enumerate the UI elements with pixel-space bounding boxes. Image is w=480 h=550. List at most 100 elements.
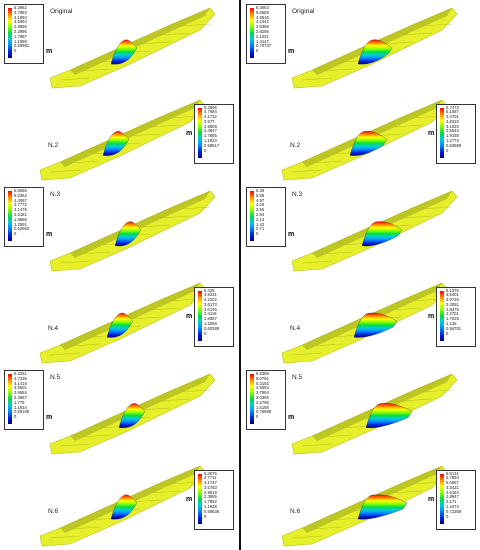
colorbar-tick: 0 xyxy=(446,330,449,336)
colorbar-tick: 5.3675 xyxy=(204,470,217,476)
terrain-texture-line xyxy=(391,490,423,493)
colorbar-tick: 3.5994 xyxy=(14,19,27,25)
colorbar-tick: 1.1923 xyxy=(204,138,217,144)
terrain-slope xyxy=(39,465,206,546)
scenario-label: N.2 xyxy=(48,141,59,149)
colorbar-tick: 1.9158 xyxy=(446,133,459,139)
colorbar-legend: 5.3962 4.7993 4.1994 3.5994 2.9995 2.3996 1.79… xyxy=(4,4,44,64)
colorbar-tick: 5.3192 xyxy=(256,380,269,386)
unit-label: m xyxy=(46,48,53,55)
colorbar-tick: 3.55 xyxy=(256,207,265,213)
landslide-deposit xyxy=(118,403,146,429)
colorbar-tick: 2.4116 xyxy=(204,311,217,317)
colorbar-tick: 5.3251 xyxy=(14,371,27,376)
colorbar-tick: 2.3855 xyxy=(204,494,217,500)
colorbar-tick: 3.1476 xyxy=(14,207,27,213)
colorbar-legend: 5.3675 4.7711 4.1747 3.5783 2.9819 2.3855 1.78… xyxy=(194,469,234,530)
colorbar-legend: 6.5131 5.7894 5.0657 4.3421 3.6184 2.8947 2.17… xyxy=(436,469,476,530)
terrain-texture-line xyxy=(79,434,111,438)
left-cell-4: N.4 5.426 4.8231 4.2202 3.6173 3.0145 2.4116 1.… xyxy=(0,275,238,366)
terrain-texture-line xyxy=(291,535,323,538)
right-cell-1: Original 6.3663 5.6589 4.9516 4.2442 3.5368 2.… xyxy=(242,0,480,91)
unit-label: m xyxy=(186,312,193,320)
colorbar-tick: 2.8376 xyxy=(446,306,459,312)
terrain-slope xyxy=(281,99,448,180)
terrain-texture-line xyxy=(59,260,91,264)
colorbar xyxy=(250,191,254,241)
colorbar-tick: 2.9584 xyxy=(14,390,27,396)
colorbar-tick: 4.1418 xyxy=(14,380,27,386)
colorbar-tick: 1.1998 xyxy=(14,38,27,44)
landslide-deposit xyxy=(102,130,130,156)
colorbar-tick: 0.59617 xyxy=(204,142,220,148)
terrain-texture-line xyxy=(159,215,191,219)
right-cell-2: N.2 6.7473 5.1087 4.4701 3.8315 3.1929 2.5543 1… xyxy=(242,92,480,183)
colorbar-tick: 5.3656 xyxy=(204,104,217,110)
landslide-deposit xyxy=(114,221,142,247)
colorbar-legend: 5.3656 4.7694 4.1732 3.577 2.9809 2.3847 1.788… xyxy=(194,103,234,164)
colorbar-tick: 0.56751 xyxy=(446,325,462,331)
colorbar-tick: 1.7885 xyxy=(204,133,217,139)
colorbar-tick: 1.4474 xyxy=(446,504,459,510)
colorbar-tick: 1.2772 xyxy=(446,138,459,144)
colorbar-tick: 0.59991 xyxy=(14,43,30,49)
colorbar-tick-labels: 5.1076 4.5401 3.9726 3.4051 2.8376 2.2701 1.70… xyxy=(446,288,462,337)
colorbar-tick: 2.3847 xyxy=(204,128,217,134)
colorbar xyxy=(440,290,444,341)
colorbar xyxy=(8,191,12,241)
colorbar-tick: 0.63859 xyxy=(446,142,462,148)
colorbar-tick-labels: 5.3251 4.7335 4.1418 3.5501 2.9584 2.3667 1.77… xyxy=(14,371,29,420)
colorbar-legend: 6.3663 5.6589 4.9516 4.2442 3.5368 2.8295 2.12… xyxy=(246,4,286,64)
colorbar-tick: 2.5181 xyxy=(14,211,27,217)
colorbar-tick: 3.5368 xyxy=(256,24,269,30)
colorbar-tick: 0 xyxy=(446,513,449,519)
colorbar-tick: 1.7025 xyxy=(446,316,459,322)
scenario-label: Original xyxy=(50,8,73,15)
right-cell-5: N.5 6.8389 6.0791 5.3192 4.5594 3.7994 3.0395 2… xyxy=(242,366,480,457)
colorbar-tick: 2.171 xyxy=(446,499,457,505)
terrain-texture-line xyxy=(59,443,91,447)
left-cell-6: N.6 5.3675 4.7711 4.1747 3.5783 2.9819 2.3855 1… xyxy=(0,458,238,549)
colorbar-tick: 2.1221 xyxy=(256,33,269,39)
terrain-ridge-shade xyxy=(60,99,200,167)
terrain-texture-line xyxy=(149,307,181,310)
colorbar-tick: 2.9819 xyxy=(204,489,217,495)
left-cell-3: N.3 5.6658 5.0362 4.4067 3.7772 3.1476 2.5181 1… xyxy=(0,183,238,274)
scenario-label: N.4 xyxy=(48,324,59,332)
scenario-label: N.3 xyxy=(50,191,61,198)
terrain-texture-line xyxy=(311,526,343,529)
colorbar-tick: 1.4147 xyxy=(256,38,269,44)
colorbar-tick: 3.7994 xyxy=(256,390,269,396)
colorbar-tick: 2.9995 xyxy=(14,24,27,30)
terrain-slope xyxy=(291,373,458,455)
colorbar-tick: 4.9516 xyxy=(256,14,269,20)
colorbar-tick: 3.4051 xyxy=(446,301,459,307)
colorbar-legend: 6.7473 5.1087 4.4701 3.8315 3.1929 2.5543 1.91… xyxy=(436,103,476,164)
terrain-texture-line xyxy=(159,32,191,36)
colorbar-tick: 0 xyxy=(204,147,207,153)
terrain-texture-line xyxy=(179,23,211,27)
colorbar-tick: 1.135 xyxy=(446,321,457,327)
left-cell-2: N.2 5.3656 4.7694 4.1732 3.577 2.9809 2.3847 1.… xyxy=(0,92,238,183)
unit-label: m xyxy=(428,312,435,320)
colorbar xyxy=(198,473,202,524)
landslide-deposit xyxy=(361,221,403,247)
colorbar-tick: 4.26 xyxy=(256,202,265,208)
terrain-texture-line xyxy=(79,68,111,72)
colorbar-tick: 5.3962 xyxy=(14,5,27,10)
colorbar-tick: 4.4701 xyxy=(446,114,459,120)
terrain-texture-line xyxy=(331,517,363,520)
colorbar-tick-labels: 6.39 5.68 4.97 4.26 3.55 2.84 2.13 1.42 0.71 0 xyxy=(256,188,265,237)
scenario-label: N.3 xyxy=(292,191,303,198)
colorbar-tick: 6.39 xyxy=(256,188,265,193)
unit-label: m xyxy=(428,495,435,503)
colorbar-tick: 6.3663 xyxy=(256,5,269,10)
left-cell-1: Original 5.3962 4.7993 4.1994 3.5994 2.9995 2.… xyxy=(0,0,238,91)
left-cell-5: N.5 5.3251 4.7335 4.1418 3.5501 2.9584 2.3667 1… xyxy=(0,366,238,457)
colorbar-tick: 1.42 xyxy=(256,221,265,227)
scenario-label: N.4 xyxy=(290,324,301,332)
terrain-slope xyxy=(281,465,448,546)
terrain-texture-line xyxy=(391,124,423,127)
colorbar-tick: 2.5543 xyxy=(446,128,459,134)
terrain-texture-line xyxy=(139,224,171,228)
